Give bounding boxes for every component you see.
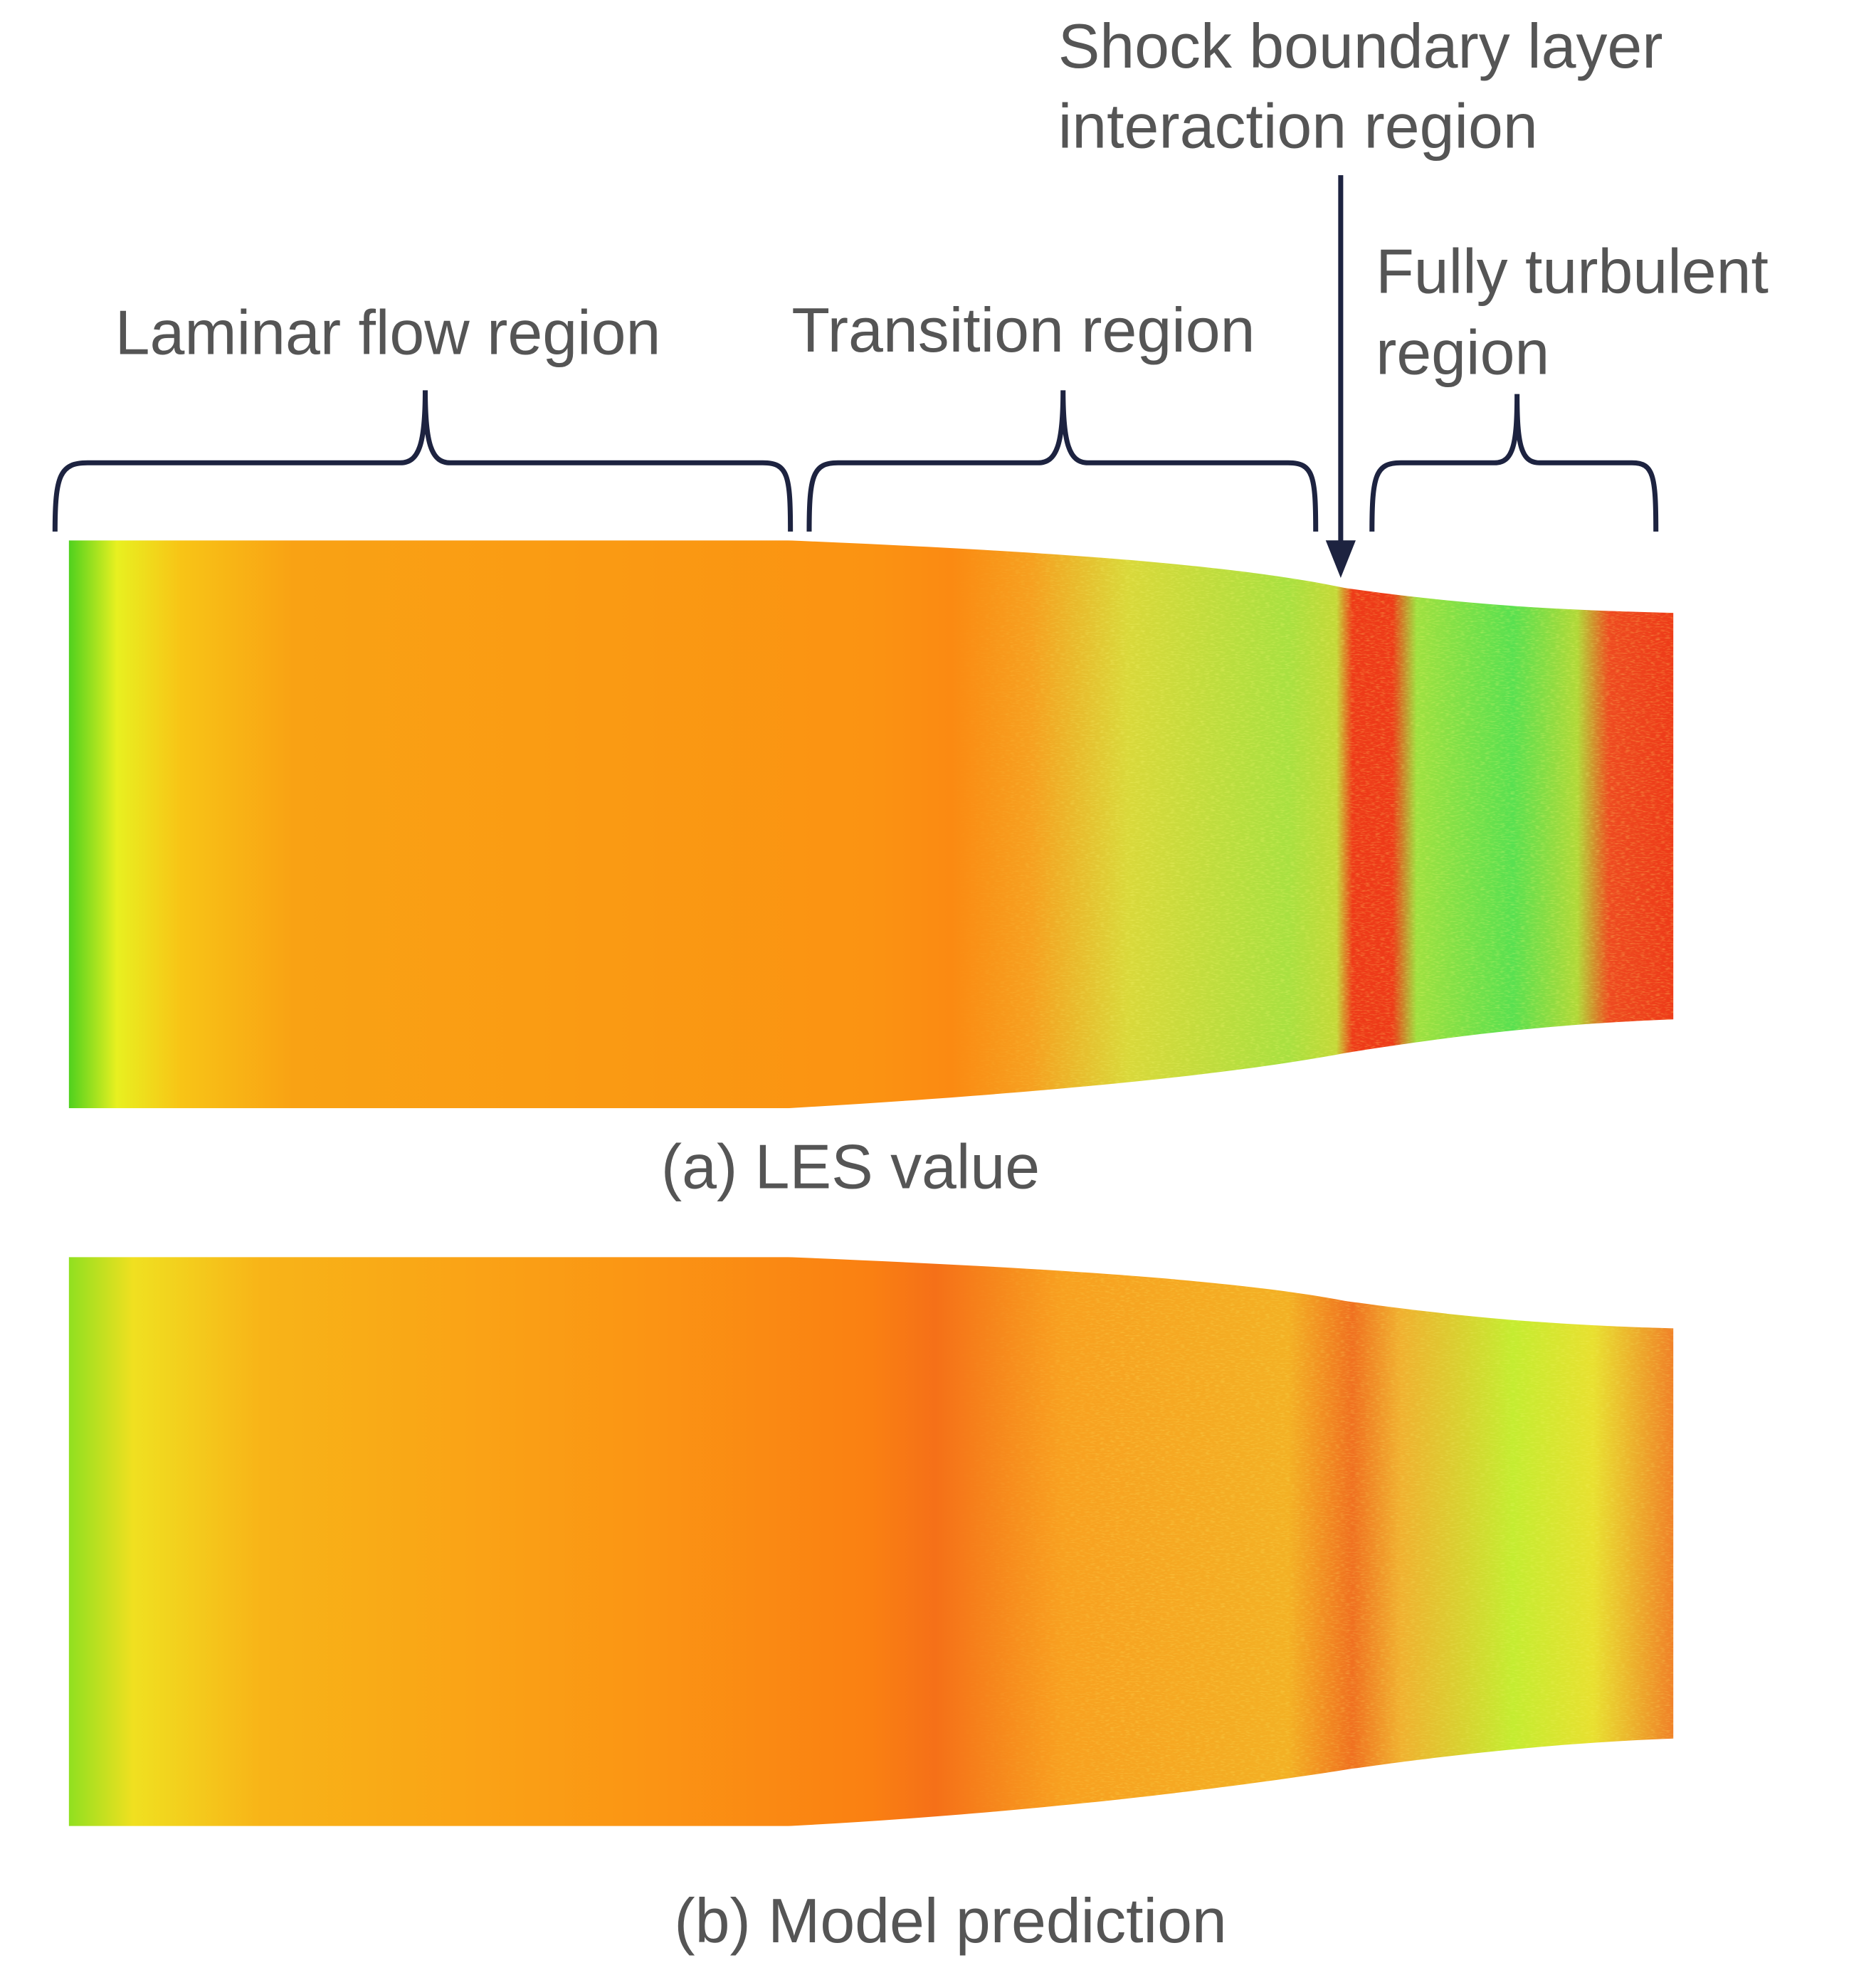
- transition-label: Transition region: [791, 295, 1255, 365]
- panel-caption: (a) LES value: [661, 1132, 1040, 1202]
- panel-caption: (b) Model prediction: [674, 1885, 1226, 1956]
- turbulent-label-line: region: [1376, 317, 1549, 388]
- laminar-label: Laminar flow region: [115, 297, 661, 367]
- turbulent-label-line: Fully turbulent: [1376, 236, 1769, 306]
- les-field: [69, 538, 1676, 1113]
- region-brackets: [55, 390, 1655, 532]
- model-field: [69, 1255, 1676, 1830]
- shock-arrowhead: [1326, 540, 1356, 578]
- shock-label-line: interaction region: [1058, 90, 1538, 161]
- figure: Laminar flow region Transition region Sh…: [0, 0, 1876, 1980]
- shock-label-line: Shock boundary layer: [1058, 11, 1663, 81]
